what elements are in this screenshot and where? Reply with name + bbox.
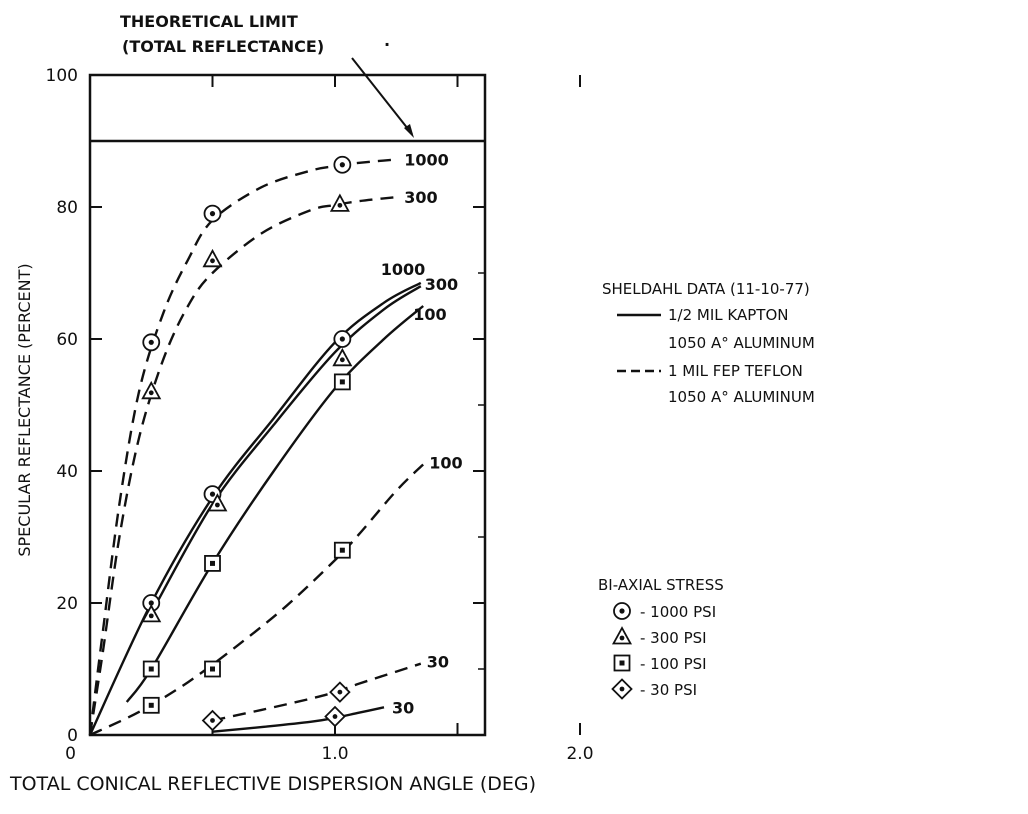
- stress-legend-title: BI-AXIAL STRESS: [598, 576, 724, 594]
- stray-dot: ·: [384, 35, 390, 54]
- curve-teflon-300: [88, 195, 397, 736]
- marker-teflon-100-1-dot: [210, 666, 215, 672]
- limit-label-line2: (TOTAL REFLECTANCE): [122, 37, 324, 56]
- marker-kapton-300-1: [207, 493, 228, 512]
- stress-legend-label-300: - 300 PSI: [640, 629, 707, 647]
- marker-kapton-300-2-dot: [339, 357, 345, 363]
- marker-teflon-1000-1-dot: [209, 211, 216, 217]
- marker-kapton-100-0: [142, 660, 160, 678]
- end-label-teflon-30: 30: [427, 653, 449, 672]
- stress-legend-marker-circle: [613, 602, 631, 620]
- limit-pointer-line: [351, 57, 413, 135]
- marker-teflon-100-0: [142, 696, 160, 714]
- curve-kapton-30: [212, 706, 385, 733]
- stress-legend-marker-triangle-dot: [619, 635, 625, 641]
- marker-kapton-1000-0: [142, 594, 161, 612]
- end-label-kapton-300: 300: [425, 275, 458, 294]
- marker-kapton-100-2-dot: [339, 379, 345, 385]
- y-tick-label-20: 20: [56, 594, 78, 614]
- marker-teflon-1000-2-dot: [339, 162, 345, 168]
- marker-teflon-100-0-dot: [148, 702, 154, 708]
- series-markers: [141, 155, 353, 732]
- stress-legend-label-100: - 100 PSI: [640, 655, 707, 673]
- marker-teflon-30-0-dot: [210, 718, 215, 723]
- material-legend: SHELDAHL DATA (11-10-77) 1/2 MIL KAPTON …: [602, 280, 815, 406]
- marker-kapton-1000-0-dot: [148, 600, 154, 606]
- marker-kapton-100-1-dot: [210, 560, 215, 566]
- material-legend-title: SHELDAHL DATA (11-10-77): [602, 280, 810, 298]
- marker-teflon-300-1: [202, 248, 223, 268]
- marker-kapton-1000-1-dot: [209, 491, 216, 497]
- marker-teflon-1000-0-dot: [148, 339, 154, 345]
- y-tick-label-60: 60: [56, 330, 78, 350]
- legend-teflon-line2: 1050 A° ALUMINUM: [668, 388, 815, 406]
- marker-teflon-1000-2: [333, 155, 352, 174]
- curve-kapton-100: [125, 305, 424, 703]
- axis-ticks: 0 20 40 60 80 100 1.0 2.0 0: [46, 66, 594, 764]
- stress-legend-marker-diamond-dot: [619, 686, 625, 692]
- end-label-teflon-100: 100: [429, 453, 462, 472]
- marker-teflon-100-2: [333, 541, 351, 559]
- marker-teflon-30-0: [201, 709, 224, 732]
- stress-legend-marker-circle-dot: [619, 608, 625, 614]
- end-label-kapton-100: 100: [413, 305, 446, 324]
- marker-teflon-1000-0: [142, 333, 161, 352]
- marker-kapton-100-2: [333, 373, 351, 391]
- curve-teflon-1000: [88, 158, 397, 736]
- limit-label-line1: THEORETICAL LIMIT: [120, 12, 298, 31]
- marker-teflon-300-0-dot: [148, 390, 154, 396]
- marker-teflon-30-1: [329, 681, 351, 703]
- y-axis-title: SPECULAR REFLECTANCE (PERCENT): [15, 263, 34, 556]
- x-axis-title: TOTAL CONICAL REFLECTIVE DISPERSION ANGL…: [9, 773, 536, 795]
- end-label-teflon-1000: 1000: [404, 150, 449, 169]
- stress-legend-marker-square-dot: [619, 660, 625, 666]
- legend-teflon-line1: 1 MIL FEP TEFLON: [668, 362, 803, 380]
- marker-kapton-300-0: [141, 604, 162, 623]
- legend-kapton-line2: 1050 A° ALUMINUM: [668, 334, 815, 352]
- marker-kapton-300-0-dot: [148, 613, 154, 619]
- end-label-teflon-300: 300: [404, 188, 437, 207]
- origin-label: 0: [65, 744, 76, 764]
- marker-teflon-300-2-dot: [337, 202, 343, 208]
- marker-teflon-100-2-dot: [339, 547, 345, 553]
- limit-pointer-arrowhead: [404, 124, 414, 138]
- marker-teflon-30-1-dot: [337, 689, 343, 695]
- y-tick-label-80: 80: [56, 198, 78, 218]
- marker-teflon-300-0: [141, 380, 162, 400]
- marker-kapton-300-2: [332, 347, 353, 367]
- stress-legend-marker-triangle: [611, 626, 633, 645]
- curve-teflon-100: [89, 463, 425, 737]
- marker-teflon-1000-1: [203, 204, 222, 223]
- x-tick-label-2.0: 2.0: [566, 744, 593, 764]
- stress-legend-marker-square: [613, 654, 631, 672]
- stress-legend: BI-AXIAL STRESS - 1000 PSI - 300 PSI - 1…: [598, 576, 724, 700]
- end-label-kapton-1000: 1000: [381, 260, 426, 279]
- plot-frame: [88, 73, 487, 737]
- marker-teflon-300-1-dot: [210, 258, 215, 264]
- legend-kapton-line1: 1/2 MIL KAPTON: [668, 306, 788, 324]
- end-label-kapton-30: 30: [392, 698, 414, 717]
- marker-teflon-300-2: [329, 193, 350, 212]
- marker-kapton-30-0: [324, 705, 346, 728]
- marker-teflon-100-1: [204, 660, 221, 678]
- stress-legend-marker-diamond: [611, 678, 633, 700]
- marker-kapton-1000-2: [333, 330, 352, 348]
- y-tick-label-40: 40: [56, 462, 78, 482]
- marker-kapton-100-1: [204, 555, 221, 572]
- curve-teflon-30: [212, 662, 422, 722]
- x-tick-label-1.0: 1.0: [321, 744, 348, 764]
- y-tick-label-100: 100: [46, 66, 78, 86]
- marker-kapton-300-1-dot: [215, 502, 220, 508]
- y-tick-label-0: 0: [67, 726, 78, 746]
- curve-kapton-300: [150, 285, 422, 614]
- stress-legend-label-1000: - 1000 PSI: [640, 603, 716, 621]
- marker-kapton-30-0-dot: [332, 714, 338, 719]
- series-curves: [88, 158, 425, 737]
- marker-kapton-1000-2-dot: [339, 336, 345, 342]
- stress-legend-label-30: - 30 PSI: [640, 681, 697, 699]
- marker-kapton-100-0-dot: [148, 666, 154, 672]
